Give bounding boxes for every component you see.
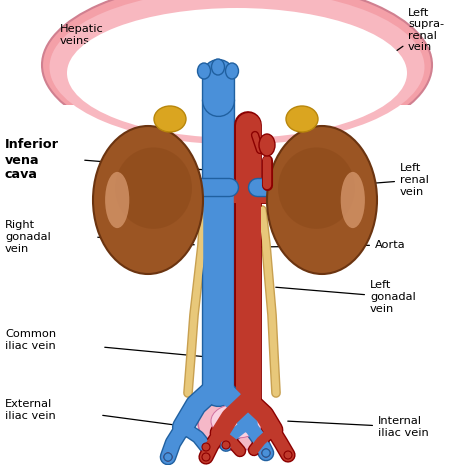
Circle shape — [222, 441, 230, 449]
Ellipse shape — [198, 63, 210, 79]
Ellipse shape — [67, 8, 407, 138]
Ellipse shape — [278, 147, 355, 229]
Text: Right
gonadal
vein: Right gonadal vein — [5, 220, 51, 253]
Circle shape — [164, 453, 172, 461]
Circle shape — [262, 449, 270, 457]
Text: Aorta: Aorta — [261, 240, 406, 250]
Bar — [0, 105, 474, 465]
Text: Internal
iliac vein: Internal iliac vein — [288, 416, 429, 438]
Text: Inferior
vena
cava: Inferior vena cava — [5, 139, 59, 181]
Ellipse shape — [211, 404, 263, 438]
Ellipse shape — [211, 59, 225, 75]
Ellipse shape — [49, 0, 425, 145]
Text: Hepatic
veins: Hepatic veins — [60, 24, 207, 74]
Ellipse shape — [93, 126, 203, 274]
Ellipse shape — [198, 396, 276, 451]
Ellipse shape — [267, 126, 377, 274]
Text: Common
iliac vein: Common iliac vein — [5, 329, 56, 351]
Circle shape — [202, 443, 210, 451]
Text: External
iliac vein: External iliac vein — [5, 399, 56, 421]
Text: Left
supra-
renal
vein: Left supra- renal vein — [310, 7, 444, 112]
Text: Left
renal
vein: Left renal vein — [328, 163, 429, 197]
Ellipse shape — [226, 63, 238, 79]
Circle shape — [202, 453, 210, 461]
Ellipse shape — [154, 106, 186, 132]
Ellipse shape — [286, 106, 318, 132]
Ellipse shape — [105, 172, 129, 228]
Ellipse shape — [42, 0, 432, 150]
Ellipse shape — [259, 134, 275, 156]
Ellipse shape — [341, 172, 365, 228]
Circle shape — [262, 449, 270, 457]
Circle shape — [164, 453, 172, 461]
Text: Left
gonadal
vein: Left gonadal vein — [276, 280, 416, 313]
Ellipse shape — [115, 147, 192, 229]
Circle shape — [284, 451, 292, 459]
